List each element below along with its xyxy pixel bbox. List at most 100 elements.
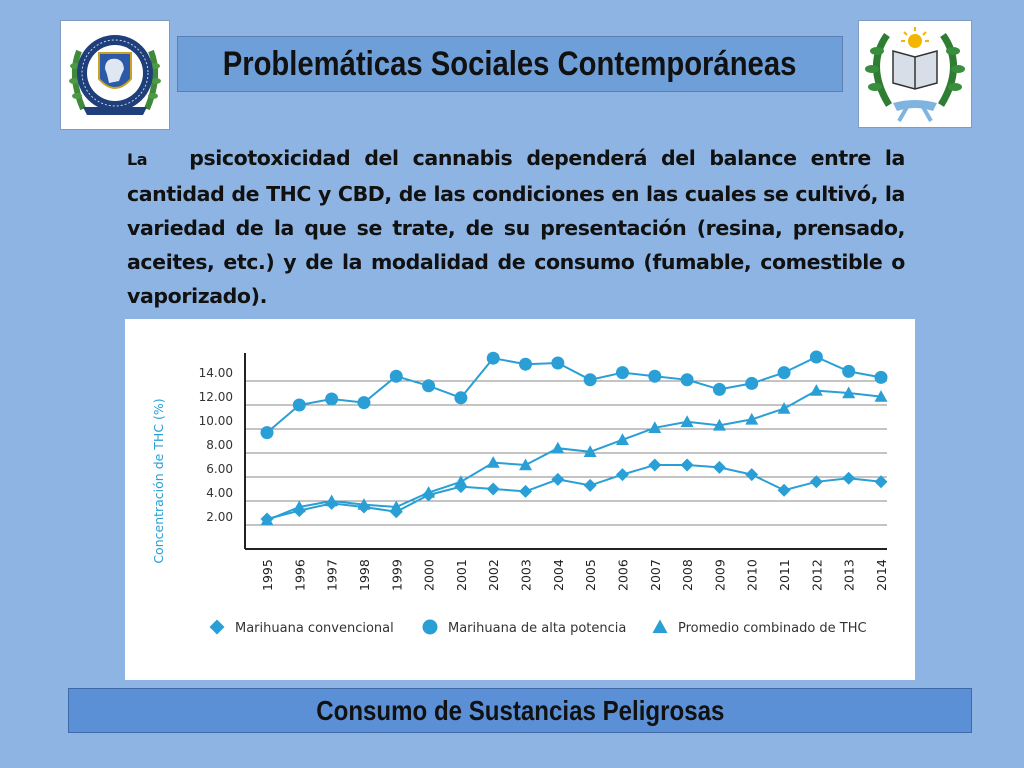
x-tick-label: 2007 bbox=[648, 559, 663, 591]
data-point-2-9 bbox=[551, 441, 565, 454]
legend-label-2: Promedio combinado de THC bbox=[678, 621, 867, 636]
data-point-2-12 bbox=[648, 421, 662, 433]
data-point-2-5 bbox=[422, 486, 436, 498]
legend-marker-0 bbox=[209, 619, 225, 635]
footer-title: Consumo de Sustancias Peligrosas bbox=[315, 694, 725, 726]
data-point-0-8 bbox=[519, 484, 533, 498]
x-tick-label: 2002 bbox=[486, 559, 501, 591]
data-point-2-8 bbox=[519, 458, 533, 471]
data-point-1-1 bbox=[292, 398, 306, 412]
data-point-2-6 bbox=[454, 475, 468, 487]
data-point-0-15 bbox=[745, 468, 759, 482]
x-tick-label: 2008 bbox=[680, 559, 695, 591]
y-tick-label: 12.00 bbox=[199, 390, 233, 404]
data-point-2-13 bbox=[680, 415, 694, 427]
data-point-2-14 bbox=[712, 418, 726, 431]
data-point-2-1 bbox=[292, 500, 306, 513]
x-tick-label: 2004 bbox=[551, 559, 566, 591]
data-point-1-16 bbox=[777, 366, 791, 380]
data-point-1-6 bbox=[454, 391, 468, 405]
paragraph-text: psicotoxicidad del cannabis dependerá de… bbox=[127, 146, 905, 308]
data-point-0-14 bbox=[712, 460, 726, 474]
data-point-1-5 bbox=[422, 379, 436, 393]
data-point-0-19 bbox=[874, 475, 888, 489]
body-paragraph: La psicotoxicidad del cannabis dependerá… bbox=[127, 141, 905, 313]
x-tick-label: 2014 bbox=[874, 559, 889, 591]
chart-canvas: 2.00 4.00 6.00 8.00 10.00 12.00 14.00 Concentra… bbox=[151, 350, 889, 636]
data-point-2-3 bbox=[357, 498, 371, 510]
x-tick-label: 1998 bbox=[357, 559, 372, 591]
y-tick-label: 4.00 bbox=[206, 486, 233, 500]
data-point-1-10 bbox=[583, 373, 597, 387]
data-point-1-9 bbox=[551, 356, 565, 370]
x-tick-label: 2003 bbox=[519, 559, 534, 591]
data-point-0-9 bbox=[551, 472, 565, 486]
x-tick-label: 2000 bbox=[422, 559, 437, 591]
page-title: Problemáticas Sociales Contemporáneas bbox=[223, 44, 797, 83]
x-tick-label: 1996 bbox=[292, 559, 307, 591]
data-point-2-0 bbox=[260, 513, 274, 526]
legend-marker-2 bbox=[652, 619, 668, 633]
y-axis-label: Concentración de THC (%) bbox=[151, 398, 166, 563]
data-point-1-11 bbox=[615, 366, 629, 380]
x-tick-label: 2005 bbox=[583, 559, 598, 591]
data-point-2-11 bbox=[615, 433, 629, 445]
data-point-1-3 bbox=[357, 396, 371, 410]
y-tick-label: 2.00 bbox=[206, 510, 233, 524]
y-tick-label: 8.00 bbox=[206, 438, 233, 452]
data-point-1-12 bbox=[648, 369, 662, 383]
data-point-1-8 bbox=[519, 357, 533, 371]
data-point-2-16 bbox=[777, 402, 791, 414]
data-point-0-13 bbox=[680, 458, 694, 472]
data-point-1-13 bbox=[680, 373, 694, 387]
paragraph-first-letter: La bbox=[127, 150, 148, 169]
data-point-0-12 bbox=[648, 458, 662, 472]
police-institute-seal-icon bbox=[69, 35, 161, 115]
x-tick-label: 1995 bbox=[260, 559, 275, 591]
data-point-1-14 bbox=[712, 382, 726, 396]
data-point-2-4 bbox=[389, 500, 403, 513]
data-point-2-19 bbox=[874, 390, 888, 402]
y-tick-label: 6.00 bbox=[206, 462, 233, 476]
data-point-0-7 bbox=[486, 482, 500, 496]
right-logo bbox=[858, 20, 972, 128]
legend-label-0: Marihuana convencional bbox=[235, 621, 394, 636]
x-tick-label: 2012 bbox=[809, 559, 824, 591]
data-point-1-15 bbox=[745, 376, 759, 390]
data-point-2-15 bbox=[745, 412, 759, 425]
data-point-2-7 bbox=[486, 456, 500, 468]
data-point-2-10 bbox=[583, 445, 597, 457]
data-point-2-18 bbox=[842, 386, 856, 399]
y-tick-label: 14.00 bbox=[199, 366, 233, 380]
x-tick-label: 2013 bbox=[842, 559, 857, 591]
data-point-0-18 bbox=[842, 471, 856, 485]
title-banner: Problemáticas Sociales Contemporáneas bbox=[177, 36, 843, 92]
series-line-0 bbox=[266, 464, 882, 520]
data-point-1-19 bbox=[874, 370, 888, 384]
data-point-1-0 bbox=[260, 426, 274, 440]
x-tick-label: 2001 bbox=[454, 559, 469, 591]
data-point-1-7 bbox=[486, 351, 500, 365]
data-point-1-4 bbox=[389, 369, 403, 383]
book-and-sun-laurel-emblem-icon bbox=[865, 27, 965, 122]
x-tick-label: 2011 bbox=[777, 559, 792, 591]
x-tick-label: 2009 bbox=[712, 559, 727, 591]
legend-label-1: Marihuana de alta potencia bbox=[448, 621, 626, 636]
y-tick-label: 10.00 bbox=[199, 414, 233, 428]
x-tick-label: 1999 bbox=[389, 559, 404, 591]
data-point-1-2 bbox=[325, 392, 339, 406]
data-point-0-11 bbox=[615, 468, 629, 482]
left-logo bbox=[60, 20, 170, 130]
data-point-0-10 bbox=[583, 478, 597, 492]
data-point-1-18 bbox=[842, 364, 856, 378]
data-point-2-17 bbox=[809, 384, 823, 396]
series-line-2 bbox=[266, 389, 882, 522]
x-tick-label: 1997 bbox=[325, 559, 340, 591]
thc-concentration-chart: 2.00 4.00 6.00 8.00 10.00 12.00 14.00 Concentra… bbox=[125, 319, 915, 680]
footer-banner: Consumo de Sustancias Peligrosas bbox=[68, 688, 972, 733]
data-point-1-17 bbox=[809, 350, 823, 364]
x-tick-label: 2006 bbox=[615, 559, 630, 591]
data-point-2-2 bbox=[325, 494, 339, 507]
data-point-0-16 bbox=[777, 483, 791, 497]
data-point-0-17 bbox=[809, 475, 823, 489]
